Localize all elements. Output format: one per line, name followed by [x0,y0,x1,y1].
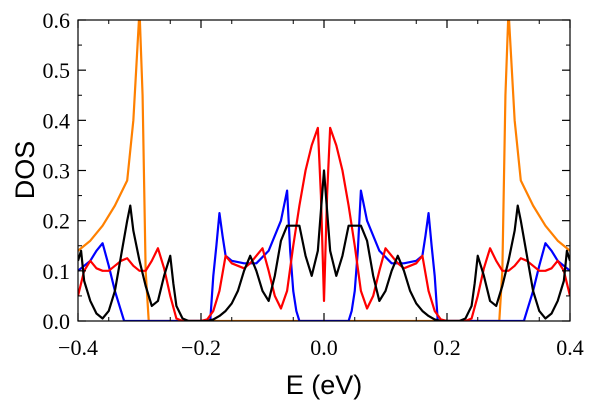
y-tick-label: 0.3 [43,159,71,184]
y-tick-label: 0.4 [43,108,71,133]
series-layer [78,20,570,321]
y-tick-label: 0.0 [43,309,71,334]
y-tick-label: 0.5 [43,58,71,83]
y-axis-ticks: 0.0 0.1 0.2 0.3 0.4 0.5 0.6 [43,8,570,334]
series-line-0 [78,20,570,321]
x-axis-title: E (eV) [286,370,363,400]
x-tick-label: 0.2 [433,335,461,360]
series-line-3 [78,169,570,321]
y-tick-label: 0.6 [43,8,71,33]
x-tick-label: −0.2 [181,335,221,360]
y-axis-title: DOS [10,141,40,200]
x-tick-label: 0.4 [556,335,584,360]
x-axis-ticks: −0.4 −0.2 0.0 0.2 0.4 [58,20,584,360]
x-tick-label: 0.0 [310,335,338,360]
y-tick-label: 0.2 [43,209,71,234]
series-line-2 [78,126,570,321]
x-tick-label: −0.4 [58,335,98,360]
y-tick-label: 0.1 [43,259,71,284]
